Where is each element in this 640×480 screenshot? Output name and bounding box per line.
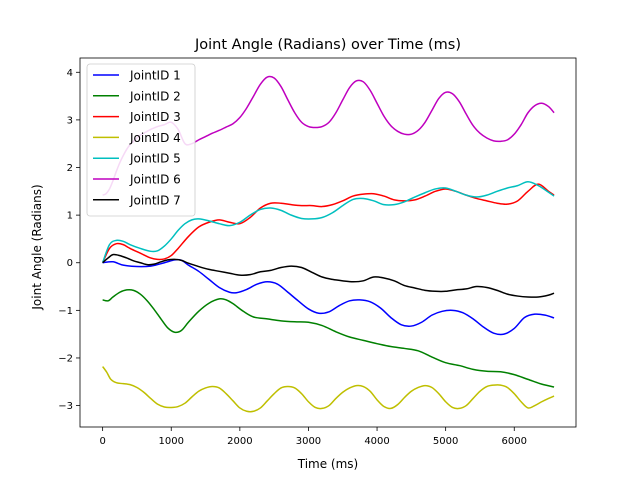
y-tick-label: −1 bbox=[58, 306, 73, 317]
x-axis-label: Time (ms) bbox=[297, 457, 359, 471]
legend-label-joint-2: JointID 2 bbox=[129, 89, 181, 103]
legend-label-joint-4: JointID 4 bbox=[129, 131, 181, 145]
y-tick-label: 1 bbox=[67, 211, 73, 222]
x-tick-label: 4000 bbox=[364, 436, 389, 447]
series-line-joint-5 bbox=[101, 181, 555, 264]
x-tick-label: 3000 bbox=[296, 436, 321, 447]
legend-box bbox=[86, 63, 196, 217]
x-tick-label: 1000 bbox=[159, 436, 184, 447]
legend-label-joint-1: JointID 1 bbox=[129, 69, 181, 83]
x-tick-label: 5000 bbox=[433, 436, 458, 447]
legend-label-joint-3: JointID 3 bbox=[129, 110, 181, 124]
x-tick-label: 2000 bbox=[227, 436, 252, 447]
y-tick-label: −2 bbox=[58, 353, 73, 364]
x-tick-label: 0 bbox=[99, 436, 105, 447]
series-line-joint-2 bbox=[102, 288, 555, 388]
y-tick-label: −3 bbox=[58, 401, 73, 412]
chart-title: Joint Angle (Radians) over Time (ms) bbox=[194, 37, 461, 53]
plot-area: 0 1000 2000 3000 4000 5000 6000 −3 −2 −1 0 1 2 3 4 bbox=[58, 57, 577, 447]
legend-label-joint-6: JointID 6 bbox=[129, 173, 181, 187]
y-tick-label: 0 bbox=[67, 258, 73, 269]
y-axis-label: Joint Angle (Radians) bbox=[30, 184, 44, 310]
y-tick-label: 3 bbox=[67, 115, 73, 126]
y-tick-label: 4 bbox=[67, 68, 73, 79]
x-tick-label: 6000 bbox=[502, 436, 527, 447]
axes-frame bbox=[79, 57, 577, 428]
legend: JointID 1 JointID 2 JointID 3 JointID 4 Join… bbox=[86, 63, 196, 217]
series-line-joint-3 bbox=[101, 183, 555, 264]
y-tick-label: 2 bbox=[67, 163, 73, 174]
legend-label-joint-7: JointID 7 bbox=[129, 193, 181, 207]
series-line-joint-4 bbox=[102, 366, 555, 413]
legend-label-joint-5: JointID 5 bbox=[129, 152, 181, 166]
series-line-joint-7 bbox=[102, 253, 555, 298]
